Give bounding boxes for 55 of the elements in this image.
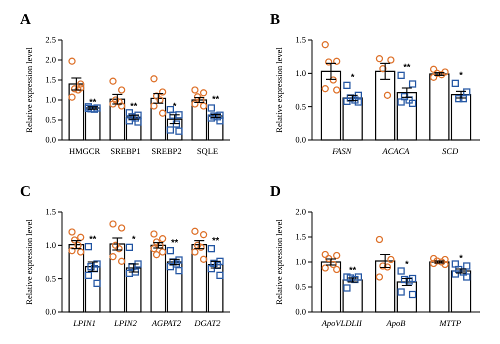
y-tick-label: 1.0 [45, 240, 56, 250]
x-tick-label: ACACA [382, 146, 410, 156]
annotation: * [405, 259, 410, 269]
y-tick-label: 0.0 [295, 134, 306, 145]
annotation: ** [212, 94, 220, 104]
y-tick-label: 0.0 [45, 306, 56, 317]
annotation: * [459, 253, 464, 263]
y-tick-label: 1.0 [45, 94, 56, 105]
x-tick-label: AGPAT2 [150, 318, 182, 328]
x-tick-label: SREBP1 [110, 146, 141, 156]
chart-title: C [20, 184, 31, 200]
y-axis-title: Relative expression level [274, 46, 284, 133]
x-tick-label: LPIN1 [72, 318, 96, 328]
y-tick-label: 1.5 [295, 34, 306, 45]
y-tick-label: 2.5 [45, 34, 56, 45]
annotation: ** [130, 100, 138, 111]
annotation: ** [212, 235, 220, 246]
x-tick-label: ApoB [386, 318, 406, 328]
y-tick-label: 1.0 [295, 256, 306, 267]
x-tick-label: DGAT2 [193, 318, 222, 328]
y-tick-label: 0.0 [45, 134, 56, 145]
annotation: * [172, 100, 177, 111]
y-tick-label: 0.5 [45, 114, 56, 125]
chart-title: B [270, 12, 280, 28]
y-tick-label: 0.0 [295, 306, 306, 317]
x-tick-label: HMGCR [68, 146, 100, 156]
y-tick-label: 1.0 [295, 68, 306, 78]
annotation: ** [89, 234, 97, 244]
y-tick-label: 1.5 [295, 232, 306, 242]
annotation: ** [171, 237, 179, 248]
x-tick-label: SCD [442, 146, 460, 156]
y-tick-label: 1.5 [45, 206, 56, 217]
chart-title: A [20, 12, 31, 28]
x-tick-label: SREBP2 [151, 146, 182, 156]
y-tick-label: 0.5 [295, 101, 306, 112]
x-tick-label: FASN [331, 146, 353, 156]
x-tick-label: ApoVLDLII [320, 318, 364, 328]
annotation: ** [403, 62, 411, 72]
y-tick-label: 2.0 [45, 54, 56, 65]
x-tick-label: SQLE [196, 146, 218, 156]
y-axis-title: Relative expression level [24, 218, 34, 305]
annotation: * [132, 234, 136, 244]
y-axis-title: Relative expression level [274, 218, 284, 305]
chart-title: D [270, 184, 281, 200]
x-tick-label: MTTP [438, 318, 462, 328]
annotation: ** [349, 265, 357, 275]
y-axis-title: Relative expression level [24, 46, 34, 133]
y-tick-label: 0.5 [295, 282, 306, 292]
annotation: * [459, 70, 464, 80]
y-tick-label: 1.5 [45, 74, 56, 85]
y-tick-label: 0.5 [45, 273, 56, 284]
x-tick-label: LPIN2 [113, 318, 138, 328]
y-tick-label: 2.0 [295, 206, 306, 217]
annotation: * [350, 72, 355, 82]
annotation: ** [89, 96, 97, 107]
